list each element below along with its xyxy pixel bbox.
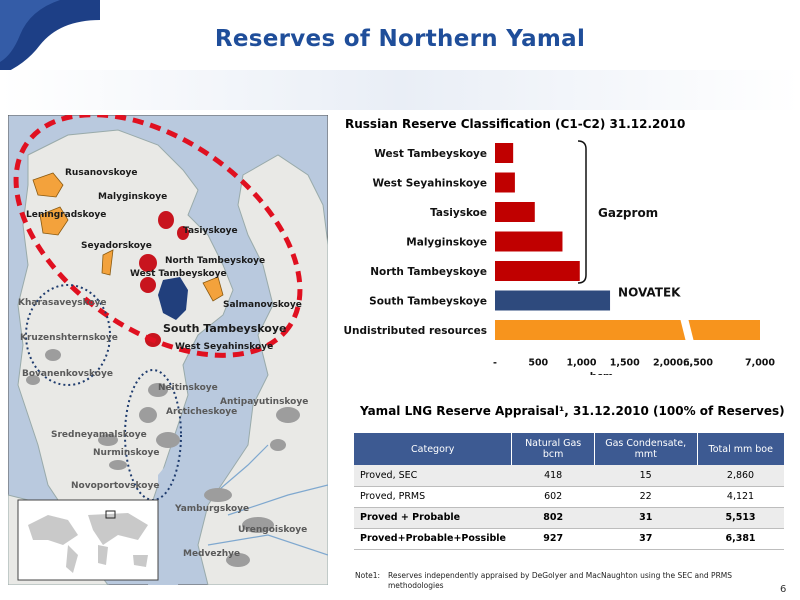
bar-west-tambeyskoye: [495, 143, 514, 163]
x-tick-label: 500: [528, 358, 548, 369]
annotation-gazprom: Gazprom: [598, 206, 658, 220]
header-category: Category: [354, 433, 513, 465]
category-label: North Tambeyskoye: [370, 266, 487, 278]
label-neitinskoye: Neitinskoye: [158, 383, 218, 393]
label-antipayutinskoye: Antipayutinskoye: [220, 397, 309, 407]
label-leningradskoye: Leningradskoye: [26, 210, 107, 220]
x-tick-label: 7,000: [745, 358, 775, 369]
category-label: South Tambeyskoye: [369, 296, 487, 308]
table-row: Proved, PRMS 602 22 4,121: [354, 486, 784, 508]
label-arcticheskoye: Arcticheskoye: [166, 407, 238, 417]
category-label: Undistributed resources: [344, 325, 487, 337]
label-west-tambeyskoye: West Tambeyskoye: [130, 269, 227, 279]
header-total: Total mm boe: [697, 433, 784, 465]
label-north-tambeyskoye: North Tambeyskoye: [165, 256, 266, 266]
table-cell: 927: [511, 528, 595, 550]
table-cell: 602: [511, 486, 595, 508]
table-header-row: Category Natural Gas bcm Gas Condensate,…: [354, 433, 784, 465]
label-seyadorskoye: Seyadorskoye: [81, 241, 152, 251]
table-row: Proved, SEC 418 15 2,860: [354, 465, 784, 487]
header-gas-condensate: Gas Condensate, mmt: [594, 433, 698, 465]
label-west-seyahinskoye: West Seyahinskoye: [175, 342, 274, 352]
table-cell: Proved, PRMS: [354, 486, 512, 508]
map-graphic: [7, 112, 329, 586]
bar-north-tambeyskoye: [495, 261, 580, 281]
reserve-table: Category Natural Gas bcm Gas Condensate,…: [354, 433, 784, 550]
table-cell: Proved, SEC: [354, 465, 512, 487]
x-tick-label: 1,500: [610, 358, 640, 369]
yamal-map: Rusanovskoye Malyginskoye Leningradskoye…: [7, 112, 329, 586]
bar-west-seyahinskoye: [495, 172, 515, 193]
label-kruzenshternskoye: Kruzenshternskoye: [20, 333, 118, 343]
category-label: West Tambeyskoye: [374, 148, 487, 160]
label-salmanovskoye: Salmanovskoye: [223, 300, 302, 310]
bar-undistributed-resources: [495, 320, 760, 340]
label-malyginskoye: Malyginskoye: [98, 192, 168, 202]
category-label: Tasiyskoe: [430, 207, 487, 219]
label-medvezhye: Medvezhye: [183, 549, 241, 559]
x-tick-label: 2,000: [653, 358, 683, 369]
table-row: Proved+Probable+Possible 927 37 6,381: [354, 528, 784, 550]
annotation-novatek: NOVATEK: [618, 286, 681, 300]
table-cell: 2,860: [697, 465, 784, 487]
reserve-bar-chart: West Tambeyskoye West Seyahinskoye Tasiysk…: [344, 140, 775, 376]
table-cell: 4,121: [697, 486, 784, 508]
label-novoportovskoye: Novoportovskoye: [71, 481, 160, 491]
table-cell: 418: [511, 465, 595, 487]
page-number: 6: [780, 584, 787, 595]
category-label: West Seyahinskoye: [372, 178, 487, 190]
label-nurminskoye: Nurminskoye: [93, 448, 160, 458]
table-cell: 31: [594, 507, 698, 529]
label-rusanovskoye: Rusanovskoye: [65, 168, 138, 178]
table-row: Proved + Probable 802 31 5,513: [354, 507, 784, 529]
category-label: Malyginskoye: [406, 237, 487, 249]
bar-south-tambeyskoye: [495, 290, 611, 311]
label-urengoiskoye: Urengoiskoye: [238, 525, 308, 535]
label-tasiyskoye: Tasiyskoye: [183, 226, 238, 236]
bar-malyginskoye: [495, 231, 563, 252]
x-tick-label: …: [683, 358, 693, 369]
table-cell: 37: [594, 528, 698, 550]
axis-break-gap: [680, 318, 694, 342]
corner-decoration: [0, 0, 100, 75]
table-cell: Proved+Probable+Possible: [354, 528, 512, 550]
x-tick-label: -: [493, 358, 497, 369]
table-cell: 802: [511, 507, 595, 529]
label-south-tambeyskoye: South Tambeyskoye: [163, 322, 287, 335]
x-tick-label: 1,000: [566, 358, 596, 369]
header-band: [0, 70, 800, 110]
label-bovanenkovskoye: Bovanenkovskoye: [22, 369, 113, 379]
chart-title: Russian Reserve Classification (C1-C2) 3…: [345, 117, 686, 131]
label-yamburgskoye: Yamburgskoye: [175, 504, 250, 514]
page-title: Reserves of Northern Yamal: [214, 26, 586, 52]
x-tick-label: 6,500: [683, 358, 713, 369]
note-label: Note1:: [355, 571, 381, 580]
note-text: Reserves independently appraised by DeGo…: [388, 571, 733, 590]
bar-tasiyskoe: [495, 202, 535, 222]
table-cell: 6,381: [697, 528, 784, 550]
table-title: Yamal LNG Reserve Appraisal¹, 31.12.2010…: [360, 404, 785, 418]
table-cell: 5,513: [697, 507, 784, 529]
header-natural-gas: Natural Gas bcm: [511, 433, 595, 465]
table-cell: 15: [594, 465, 698, 487]
gazprom-bracket: [577, 140, 587, 284]
table-cell: 22: [594, 486, 698, 508]
table-cell: Proved + Probable: [354, 507, 512, 529]
label-sredneyamalskoye: Sredneyamalskoye: [51, 430, 147, 440]
label-kharasaveyskoye: Kharasaveyskoye: [18, 298, 107, 308]
x-axis-label: bcm: [590, 372, 614, 376]
